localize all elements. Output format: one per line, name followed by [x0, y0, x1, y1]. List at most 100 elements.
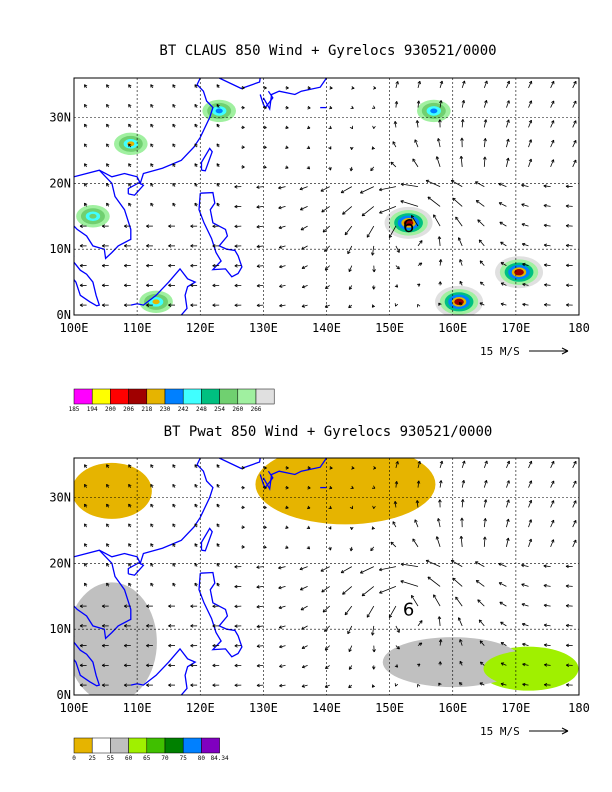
coastline-segment [262, 78, 328, 111]
wind-vector-head [462, 80, 466, 84]
gyre-marker: 6 [403, 599, 414, 620]
wind-vector-head [396, 629, 400, 633]
wind-vector-head [190, 263, 194, 268]
wind-vector-head [551, 460, 555, 465]
wind-vector-head [150, 582, 154, 587]
wind-vector-head [500, 262, 505, 266]
wind-vector-head [194, 123, 198, 128]
wind-vector [483, 480, 487, 488]
wind-vector-head [457, 617, 462, 621]
wind-vector [572, 539, 577, 548]
cloud-cluster-gyre [384, 206, 433, 239]
wind-vector-head [79, 224, 83, 228]
wind-vector-head [425, 559, 430, 564]
wind-vector [439, 480, 442, 488]
wind-vector [278, 586, 286, 589]
wind-vector-head [522, 642, 526, 647]
x-tick-label: 150E [375, 701, 404, 715]
wind-vector-head [307, 86, 311, 90]
wind-vector [500, 303, 507, 306]
colorbar-swatch [201, 388, 220, 405]
wind-vector-head [416, 480, 421, 484]
wind-vector [366, 225, 375, 238]
wind-vector-head [438, 661, 442, 665]
wind-vector-head [212, 224, 216, 229]
wind-vector-head [543, 303, 548, 307]
wind-vector-head [234, 624, 238, 628]
coastline-segment [200, 147, 213, 172]
wind-vector-head [342, 591, 346, 595]
wind-vector [544, 244, 551, 247]
wind-vector-head [84, 182, 88, 187]
wind-vector-head [551, 100, 555, 104]
wind-vector-head [372, 125, 376, 129]
wind-vector [322, 605, 330, 613]
colorbar-swatch [110, 737, 129, 754]
colorbar-swatch [164, 737, 184, 754]
wind-vector-head [438, 259, 443, 263]
wind-vector-head [551, 139, 555, 144]
wind-vector-head [307, 125, 311, 130]
wind-vector-head [551, 519, 555, 524]
x-tick-label: 160E [438, 701, 467, 715]
wind-vector-head [190, 643, 194, 648]
wind-vector-head [216, 582, 220, 587]
x-tick-label: 100E [60, 701, 89, 715]
wind-vector [379, 186, 396, 191]
wind-vector [477, 219, 485, 227]
wind-vector-head [455, 596, 459, 601]
wind-vector-head [285, 525, 289, 529]
colorbar-label: 25 [89, 755, 97, 762]
wind-vector-head [479, 302, 483, 306]
x-tick-label: 170E [501, 701, 530, 715]
wind-vector [256, 605, 264, 608]
wind-vector [483, 100, 487, 108]
wind-vector-head [128, 123, 132, 128]
y-tick-label: 10N [49, 242, 71, 256]
wind-vector-head [484, 480, 488, 484]
wind-vector-head [371, 105, 376, 109]
wind-vector [256, 206, 264, 208]
colorbar-label: 218 [141, 406, 152, 413]
wind-vector-head [528, 460, 533, 465]
coastline-segment [130, 267, 197, 315]
wind-vector-head [79, 683, 83, 687]
wind-vector [412, 158, 419, 168]
coastline-segment [130, 647, 197, 695]
coastline-segment [198, 191, 243, 278]
wind-vector-head [190, 224, 194, 228]
wind-vector-head [84, 84, 88, 88]
wind-vector-head [256, 565, 260, 569]
wind-vector-head [506, 138, 510, 143]
wind-vector [320, 186, 330, 192]
wind-vector-head [565, 584, 569, 588]
cloud-band-north-2 [417, 99, 451, 123]
wind-vector-head [172, 182, 176, 187]
wind-vector-head [371, 252, 375, 256]
wind-vector [256, 586, 264, 588]
wind-vector [439, 639, 442, 646]
wind-vector-head [190, 663, 194, 668]
wind-vector [417, 81, 421, 89]
wind-vector-head [565, 623, 570, 628]
wind-vector [324, 245, 330, 252]
wind-vector-head [128, 182, 132, 187]
wind-vector-head [522, 282, 526, 287]
wind-vector [522, 303, 529, 306]
wind-vector [550, 100, 555, 108]
wind-vector-head [438, 639, 443, 643]
wind-vector-head [543, 184, 547, 188]
wind-vector-head [324, 628, 328, 632]
wind-vector [522, 243, 529, 247]
wind-vector-head [150, 202, 154, 207]
wind-vector [278, 225, 286, 229]
x-tick-label: 180 [568, 701, 590, 715]
wind-vector-head [84, 503, 88, 508]
wind-vector-head [506, 460, 510, 465]
wind-vector-head [543, 643, 548, 647]
wind-vector [544, 624, 551, 627]
wind-vector [411, 215, 419, 227]
wind-vector-head [329, 466, 333, 470]
wind-vector [300, 206, 308, 211]
cloud-contour-5 [514, 269, 524, 276]
